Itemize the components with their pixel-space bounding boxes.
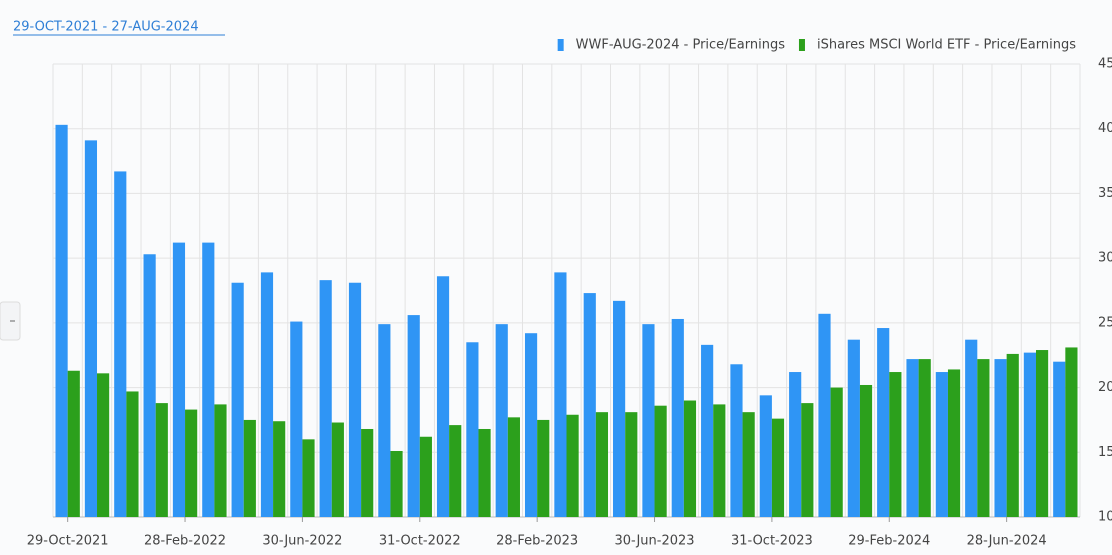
- bar: [126, 391, 139, 517]
- legend-swatch: [798, 39, 805, 51]
- bar: [742, 412, 755, 517]
- bar: [243, 419, 256, 517]
- bar: [906, 359, 919, 517]
- bar: [143, 254, 156, 517]
- y-tick-label: 40: [1098, 121, 1112, 136]
- bar: [390, 450, 403, 517]
- bar: [202, 242, 215, 517]
- bar: [1035, 350, 1049, 517]
- x-tick-label: 31-Oct-2023: [731, 534, 813, 549]
- bar: [713, 404, 726, 517]
- bar: [1053, 361, 1066, 517]
- bar: [566, 414, 579, 517]
- bar: [507, 417, 520, 517]
- bar: [214, 404, 227, 517]
- bar: [84, 140, 98, 517]
- bar: [847, 339, 860, 517]
- bar: [537, 419, 550, 517]
- bar: [671, 318, 684, 517]
- y-tick-label: 45: [1098, 57, 1112, 72]
- legend-swatch: [557, 39, 564, 51]
- bar: [859, 384, 873, 517]
- bar: [55, 124, 68, 518]
- bar: [730, 364, 743, 517]
- bar: [1006, 353, 1019, 517]
- bar: [407, 315, 420, 517]
- bar: [977, 359, 990, 517]
- bar: [1065, 347, 1078, 517]
- bar: [701, 344, 714, 517]
- x-tick-label: 30-Jun-2022: [262, 534, 342, 549]
- bar: [114, 171, 127, 517]
- bar: [273, 421, 286, 517]
- bar: [771, 418, 785, 517]
- bar: [642, 324, 655, 517]
- x-tick-label: 29-Oct-2021: [27, 534, 109, 549]
- y-tick-label: 25: [1098, 315, 1112, 330]
- x-tick-label: 28-Jun-2024: [967, 534, 1047, 549]
- bar: [155, 403, 168, 517]
- bar: [818, 313, 831, 517]
- bar: [361, 428, 374, 517]
- bar: [419, 436, 432, 517]
- bar: [654, 405, 667, 517]
- bar: [378, 324, 391, 517]
- bar: [789, 372, 802, 517]
- date-range-link[interactable]: 29-OCT-2021 - 27-AUG-2024: [13, 20, 199, 35]
- bar: [495, 324, 508, 517]
- y-tick-label: 30: [1098, 251, 1112, 266]
- y-tick-label: 35: [1098, 186, 1112, 201]
- bar: [319, 280, 332, 517]
- bar: [877, 328, 890, 517]
- bar: [348, 282, 362, 517]
- bar: [613, 300, 626, 517]
- bar: [801, 403, 814, 517]
- bar: [185, 409, 198, 517]
- x-tick-label: 28-Feb-2022: [144, 534, 226, 549]
- y-tick-label: 10: [1098, 510, 1112, 525]
- legend-label: WWF-AUG-2024 - Price/Earnings: [576, 38, 786, 53]
- bar: [478, 428, 491, 517]
- bar: [436, 276, 450, 517]
- y-tick-label: 15: [1098, 445, 1112, 460]
- bar: [965, 339, 978, 517]
- bar: [889, 372, 902, 517]
- bar: [595, 412, 609, 517]
- x-tick-label: 28-Feb-2023: [496, 534, 578, 549]
- bar: [918, 359, 931, 517]
- bar: [583, 293, 596, 517]
- bar: [97, 373, 110, 517]
- x-tick-label: 29-Feb-2024: [848, 534, 930, 549]
- bar: [67, 370, 80, 517]
- x-tick-label: 31-Oct-2022: [379, 534, 461, 549]
- bar: [231, 282, 244, 517]
- bar: [331, 422, 344, 517]
- bar: [449, 425, 462, 517]
- bar: [759, 395, 772, 517]
- bar: [260, 272, 274, 517]
- bar: [172, 242, 186, 517]
- bar: [830, 387, 843, 517]
- bar: [935, 372, 948, 517]
- bar: [290, 321, 303, 517]
- bar: [302, 439, 315, 517]
- bar: [625, 412, 638, 517]
- legend-label: iShares MSCI World ETF - Price/Earnings: [817, 38, 1076, 53]
- bar: [554, 272, 567, 517]
- bar: [683, 400, 697, 517]
- y-tick-label: 20: [1098, 380, 1112, 395]
- bar: [524, 333, 538, 517]
- bar: [947, 369, 961, 517]
- bar: [466, 342, 479, 517]
- bar: [994, 359, 1007, 517]
- x-tick-label: 30-Jun-2023: [615, 534, 695, 549]
- bar: [1023, 352, 1036, 517]
